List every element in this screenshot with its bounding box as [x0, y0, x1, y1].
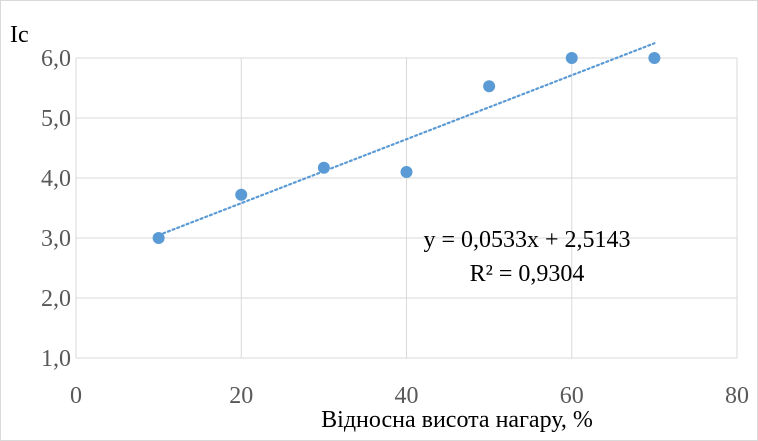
x-tick-label: 20 — [229, 383, 253, 409]
x-tick-label: 0 — [70, 383, 82, 409]
tick-labels: 1,0 2,0 3,0 4,0 5,0 6,0 0 20 40 60 80 — [41, 46, 749, 409]
data-points — [152, 52, 661, 244]
trendline-equation: y = 0,0533x + 2,5143 — [423, 227, 630, 253]
data-point — [565, 52, 578, 64]
data-point — [152, 232, 165, 244]
trendline-group — [157, 42, 656, 237]
x-tick-label: 80 — [725, 383, 749, 409]
y-tick-label: 1,0 — [41, 346, 71, 372]
trendline-r-squared: R² = 0,9304 — [470, 261, 585, 287]
x-tick-label: 40 — [395, 383, 419, 409]
data-point — [648, 52, 661, 64]
y-axis-label: Ic — [10, 22, 29, 48]
data-point — [400, 166, 413, 178]
x-axis-label: Відносна висота нагару, % — [321, 407, 593, 433]
data-point — [483, 80, 496, 93]
y-tick-label: 2,0 — [41, 286, 71, 312]
y-tick-label: 6,0 — [41, 46, 71, 72]
trendline — [157, 42, 656, 237]
y-tick-label: 4,0 — [41, 166, 71, 192]
y-tick-label: 5,0 — [41, 106, 71, 132]
x-tick-label: 60 — [560, 383, 584, 409]
y-tick-label: 3,0 — [41, 226, 71, 252]
grid — [75, 57, 738, 359]
data-point — [317, 161, 330, 174]
data-point — [235, 188, 248, 201]
